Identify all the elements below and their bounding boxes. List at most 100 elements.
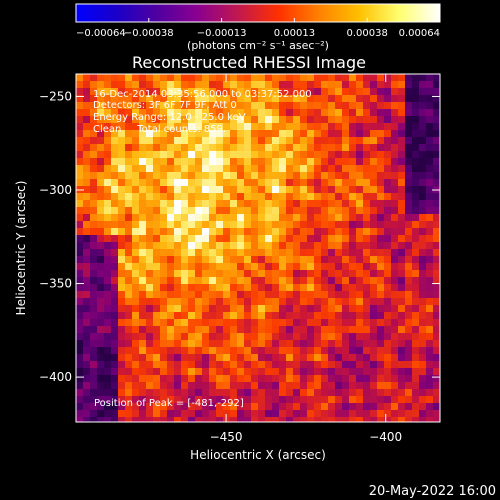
heatmap-cell	[223, 116, 230, 123]
heatmap-cell	[370, 403, 377, 410]
heatmap-cell	[426, 88, 433, 95]
heatmap-cell	[384, 340, 391, 347]
heatmap-cell	[146, 340, 153, 347]
heatmap-cell	[188, 95, 195, 102]
colorbar-tick-label: −0.00013	[197, 28, 247, 39]
heatmap-cell	[384, 347, 391, 354]
heatmap-cell	[377, 88, 384, 95]
heatmap-cell	[244, 214, 251, 221]
heatmap-cell	[216, 417, 223, 422]
heatmap-cell	[118, 123, 125, 130]
heatmap-cell	[398, 207, 405, 214]
heatmap-cell	[83, 172, 90, 179]
heatmap-cell	[181, 319, 188, 326]
heatmap-cell	[160, 235, 167, 242]
heatmap-cell	[328, 165, 335, 172]
heatmap-cell	[258, 74, 265, 81]
heatmap-cell	[321, 123, 328, 130]
heatmap-cell	[384, 81, 391, 88]
heatmap-cell	[153, 221, 160, 228]
heatmap-cell	[356, 417, 363, 422]
heatmap-cell	[202, 186, 209, 193]
heatmap-cell	[286, 368, 293, 375]
heatmap-cell	[286, 361, 293, 368]
heatmap-cell	[433, 214, 440, 221]
heatmap-cell	[321, 74, 328, 81]
heatmap-cell	[160, 298, 167, 305]
heatmap-cell	[230, 326, 237, 333]
heatmap-cell	[139, 403, 146, 410]
heatmap-cell	[188, 88, 195, 95]
heatmap-cell	[118, 277, 125, 284]
heatmap-cell	[132, 284, 139, 291]
heatmap-cell	[146, 102, 153, 109]
heatmap-cell	[370, 298, 377, 305]
heatmap-cell	[97, 165, 104, 172]
heatmap-cell	[111, 270, 118, 277]
heatmap-cell	[230, 312, 237, 319]
heatmap-cell	[426, 172, 433, 179]
heatmap-cell	[111, 172, 118, 179]
heatmap-cell	[258, 102, 265, 109]
heatmap-cell	[230, 270, 237, 277]
heatmap-cell	[265, 137, 272, 144]
heatmap-cell	[244, 165, 251, 172]
heatmap-cell	[391, 109, 398, 116]
heatmap-cell	[300, 326, 307, 333]
heatmap-cell	[412, 347, 419, 354]
heatmap-cell	[419, 389, 426, 396]
heatmap-cell	[83, 123, 90, 130]
heatmap-cell	[300, 193, 307, 200]
heatmap-cell	[188, 256, 195, 263]
heatmap-cell	[97, 235, 104, 242]
heatmap-cell	[216, 368, 223, 375]
heatmap-cell	[258, 389, 265, 396]
heatmap-cell	[433, 179, 440, 186]
heatmap-cell	[377, 291, 384, 298]
heatmap-cell	[153, 382, 160, 389]
heatmap-cell	[265, 193, 272, 200]
heatmap-cell	[181, 130, 188, 137]
heatmap-cell	[391, 270, 398, 277]
heatmap-cell	[244, 403, 251, 410]
heatmap-cell	[167, 158, 174, 165]
heatmap-cell	[188, 81, 195, 88]
heatmap-cell	[174, 410, 181, 417]
heatmap-cell	[209, 312, 216, 319]
heatmap-cell	[209, 256, 216, 263]
heatmap-cell	[209, 417, 216, 422]
heatmap-cell	[426, 123, 433, 130]
heatmap-cell	[412, 382, 419, 389]
heatmap-cell	[132, 158, 139, 165]
heatmap-cell	[132, 221, 139, 228]
observation-annotations: 16-Dec-2014 03:35:56.000 to 03:37:52.000…	[93, 89, 312, 135]
heatmap-cell	[265, 144, 272, 151]
heatmap-cell	[202, 403, 209, 410]
heatmap-cell	[167, 165, 174, 172]
heatmap-cell	[223, 319, 230, 326]
heatmap-cell	[279, 123, 286, 130]
heatmap-cell	[384, 263, 391, 270]
heatmap-cell	[321, 81, 328, 88]
heatmap-cell	[349, 102, 356, 109]
heatmap-cell	[153, 270, 160, 277]
heatmap-cell	[223, 186, 230, 193]
heatmap-cell	[286, 123, 293, 130]
heatmap-cell	[83, 221, 90, 228]
heatmap-cell	[279, 312, 286, 319]
heatmap-cell	[265, 375, 272, 382]
heatmap-cell	[223, 249, 230, 256]
heatmap-cell	[251, 277, 258, 284]
heatmap-cell	[321, 312, 328, 319]
heatmap-cell	[97, 74, 104, 81]
heatmap-cell	[293, 347, 300, 354]
heatmap-cell	[202, 228, 209, 235]
heatmap-cell	[181, 410, 188, 417]
heatmap-cell	[328, 375, 335, 382]
heatmap-cell	[139, 172, 146, 179]
heatmap-cell	[167, 368, 174, 375]
heatmap-cell	[153, 214, 160, 221]
heatmap-cell	[398, 305, 405, 312]
heatmap-cell	[377, 347, 384, 354]
heatmap-cell	[202, 151, 209, 158]
